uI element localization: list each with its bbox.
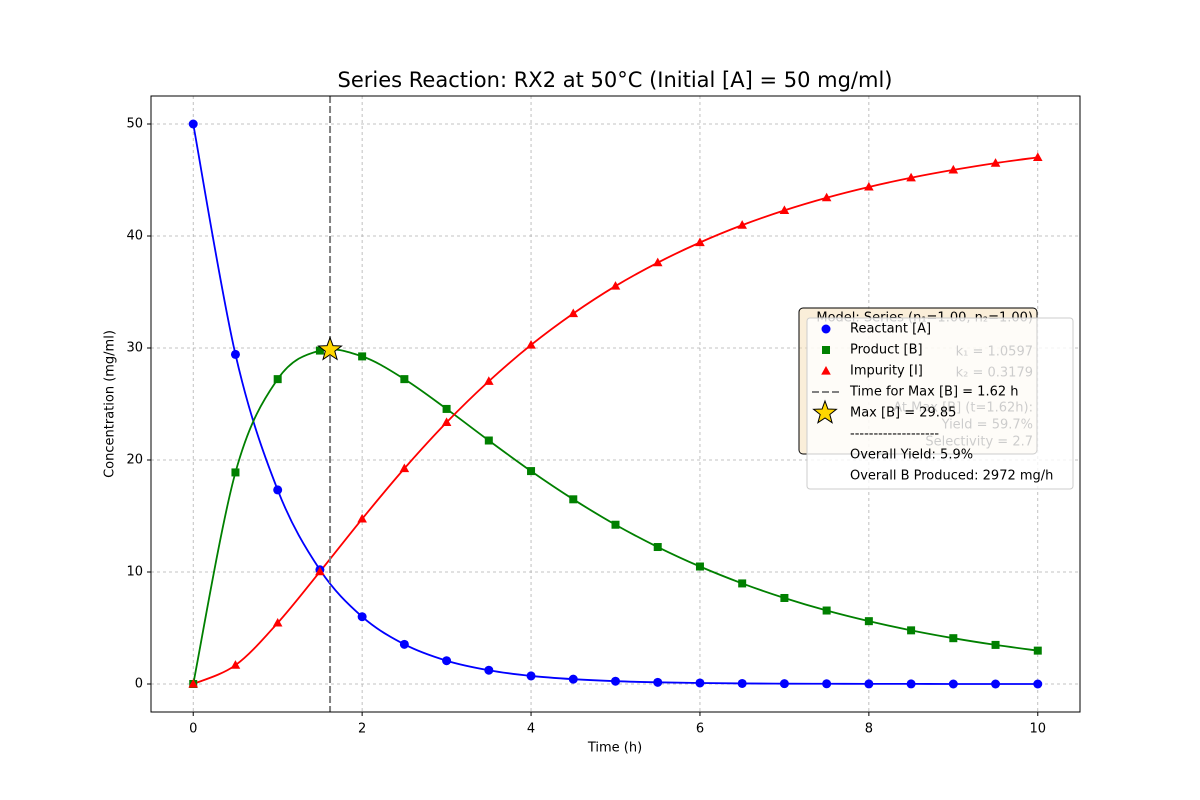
marker xyxy=(442,656,452,666)
legend-label: Impurity [I] xyxy=(850,364,923,379)
marker xyxy=(991,640,1000,649)
marker xyxy=(991,679,1001,689)
marker xyxy=(527,467,536,476)
legend xyxy=(806,317,1074,490)
marker xyxy=(484,665,494,675)
marker xyxy=(864,679,874,689)
marker xyxy=(779,205,790,214)
marker xyxy=(652,257,663,267)
legend-label: Max [B] = 29.85 xyxy=(850,406,956,421)
marker xyxy=(315,346,324,355)
marker xyxy=(358,352,367,361)
marker xyxy=(949,634,958,643)
marker xyxy=(1033,646,1042,655)
marker xyxy=(484,436,493,445)
legend-marker xyxy=(821,324,831,334)
y-tick-label: 50 xyxy=(126,117,143,132)
marker xyxy=(737,220,747,229)
marker xyxy=(906,679,916,689)
marker xyxy=(273,375,282,384)
marker xyxy=(484,376,494,385)
marker xyxy=(695,678,705,688)
marker xyxy=(442,404,451,413)
marker xyxy=(907,626,916,635)
plot-frame xyxy=(150,95,1081,713)
legend-handle xyxy=(812,399,838,424)
marker xyxy=(569,495,578,504)
marker xyxy=(1033,679,1043,689)
y-axis-label: Concentration (mg/ml) xyxy=(103,330,118,478)
marker xyxy=(400,375,409,384)
chart-title: Series Reaction: RX2 at 50°C (Initial [A… xyxy=(338,68,893,92)
series-line xyxy=(192,123,1038,685)
y-tick-label: 10 xyxy=(126,565,143,580)
marker xyxy=(1032,152,1043,161)
marker xyxy=(821,192,832,202)
marker xyxy=(230,660,241,669)
legend-label: Time for Max [B] = 1.62 h xyxy=(849,385,1019,400)
x-tick-label: 4 xyxy=(527,722,535,737)
marker xyxy=(273,485,283,495)
marker xyxy=(357,513,367,523)
legend-label: Reactant [A] xyxy=(850,322,931,337)
marker xyxy=(272,617,283,627)
marker xyxy=(611,676,620,686)
marker xyxy=(188,679,199,688)
marker xyxy=(441,417,452,426)
marker xyxy=(779,679,789,689)
marker xyxy=(906,172,916,182)
x-tick-label: 0 xyxy=(189,722,197,737)
marker xyxy=(230,349,240,359)
marker xyxy=(737,678,747,688)
legend-marker xyxy=(822,346,830,354)
legend-label: ------------------- xyxy=(850,427,939,442)
x-tick-label: 8 xyxy=(865,722,873,737)
x-axis-label: Time (h) xyxy=(587,741,642,756)
legend-marker xyxy=(821,366,831,375)
marker xyxy=(653,677,663,687)
marker xyxy=(188,119,198,129)
x-tick-label: 10 xyxy=(1029,722,1046,737)
marker xyxy=(315,566,325,576)
y-tick-label: 40 xyxy=(126,229,143,244)
marker xyxy=(695,562,704,571)
series-line xyxy=(192,348,1038,685)
marker xyxy=(610,281,621,290)
marker xyxy=(399,639,409,649)
marker xyxy=(611,520,620,529)
marker xyxy=(526,339,536,349)
y-tick-label: 30 xyxy=(126,341,143,356)
max-star xyxy=(317,336,343,361)
marker xyxy=(653,543,662,552)
marker xyxy=(568,674,578,684)
marker xyxy=(864,617,873,626)
marker xyxy=(738,579,747,588)
marker xyxy=(864,181,874,191)
marker xyxy=(780,593,789,602)
marker xyxy=(822,679,832,689)
legend-label: Overall Yield: 5.9% xyxy=(850,448,973,463)
x-tick-label: 6 xyxy=(696,722,704,737)
marker xyxy=(948,164,959,174)
marker xyxy=(822,606,831,615)
marker xyxy=(695,237,705,247)
marker xyxy=(231,468,240,477)
marker xyxy=(990,158,1001,167)
legend-label: Product [B] xyxy=(850,343,923,358)
marker xyxy=(568,308,579,318)
marker xyxy=(357,612,367,622)
marker xyxy=(948,679,958,689)
marker xyxy=(526,671,536,681)
y-tick-label: 0 xyxy=(135,677,143,692)
marker xyxy=(399,463,410,473)
legend-label: Overall B Produced: 2972 mg/h xyxy=(850,469,1053,484)
y-tick-label: 20 xyxy=(126,453,143,468)
x-tick-label: 2 xyxy=(358,722,366,737)
